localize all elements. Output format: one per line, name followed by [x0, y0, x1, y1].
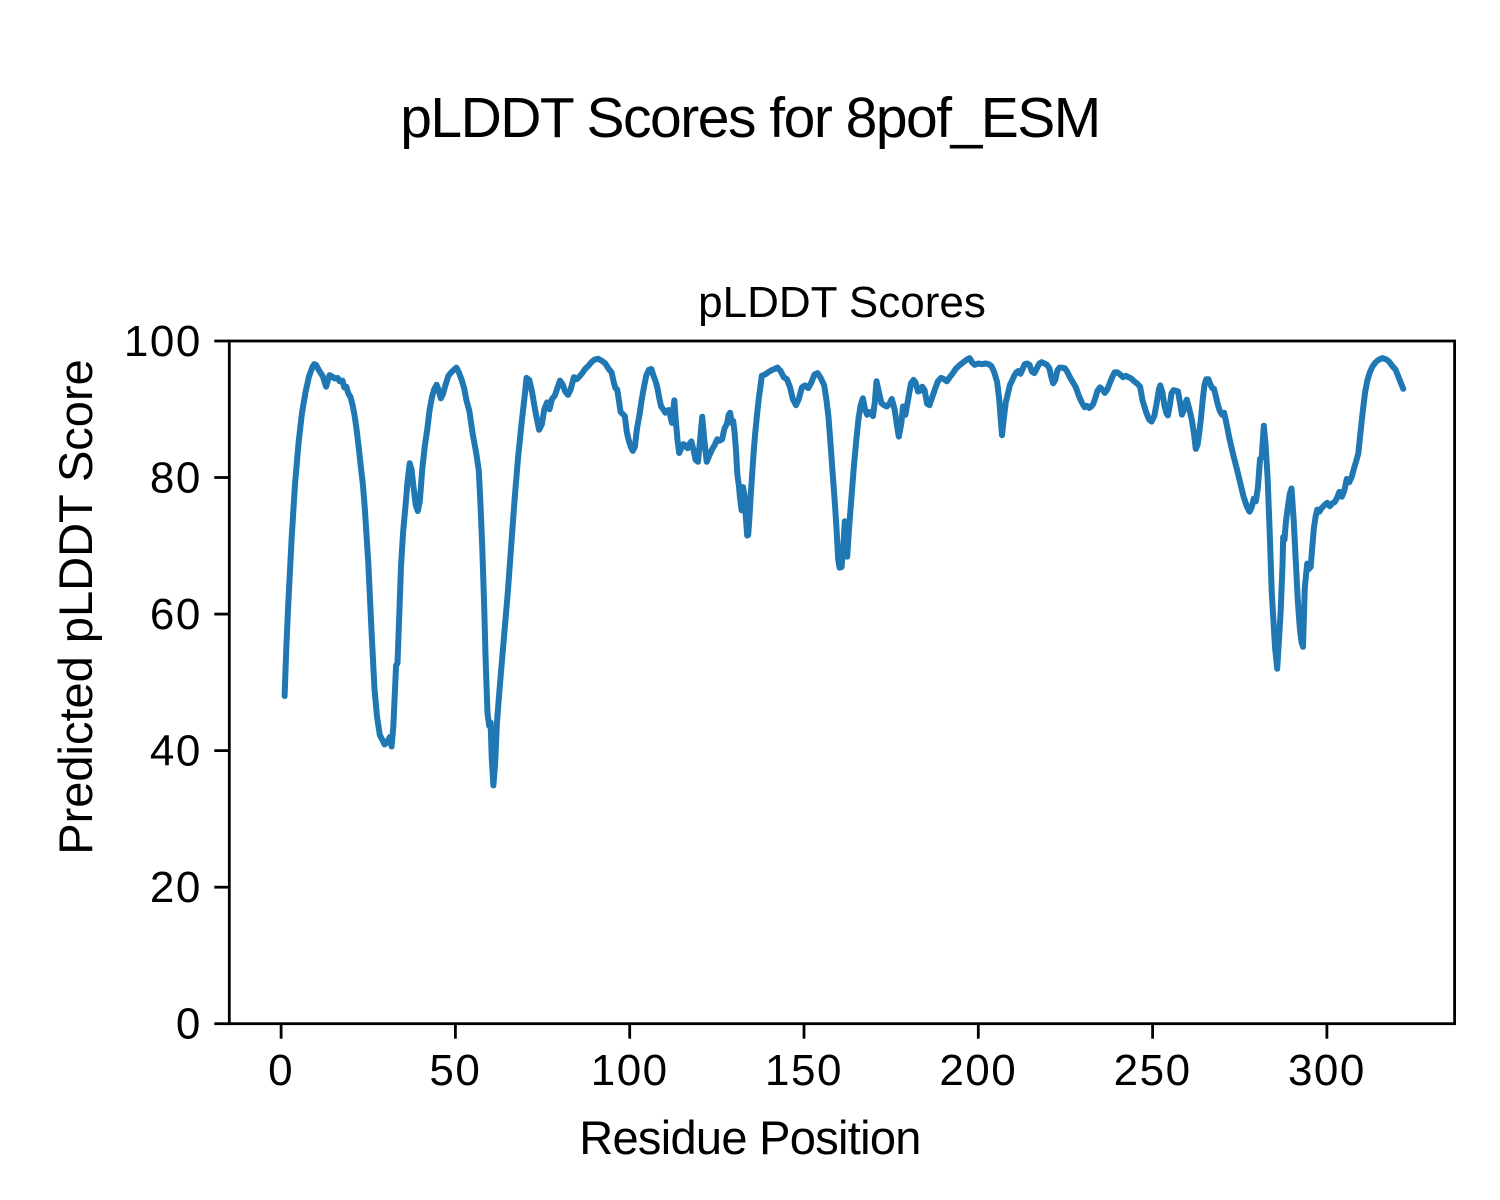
- svg-text:pLDDT Scores for 8pof_ESM: pLDDT Scores for 8pof_ESM: [400, 86, 1100, 150]
- svg-text:200: 200: [939, 1046, 1017, 1095]
- svg-text:60: 60: [150, 590, 202, 639]
- svg-text:0: 0: [268, 1046, 294, 1095]
- svg-text:250: 250: [1114, 1046, 1192, 1095]
- svg-text:100: 100: [124, 317, 202, 366]
- svg-text:Residue Position: Residue Position: [579, 1111, 921, 1164]
- svg-text:0: 0: [176, 1000, 202, 1049]
- svg-text:100: 100: [591, 1046, 669, 1095]
- svg-text:Predicted pLDDT Score: Predicted pLDDT Score: [49, 359, 102, 854]
- svg-text:300: 300: [1288, 1046, 1366, 1095]
- svg-text:20: 20: [150, 863, 202, 912]
- svg-text:80: 80: [150, 454, 202, 503]
- svg-text:150: 150: [765, 1046, 843, 1095]
- svg-text:50: 50: [429, 1046, 481, 1095]
- svg-text:pLDDT Scores: pLDDT Scores: [698, 278, 986, 327]
- svg-text:40: 40: [150, 727, 202, 776]
